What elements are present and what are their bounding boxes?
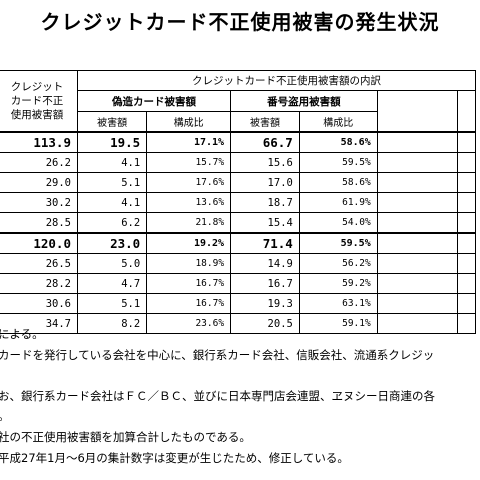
forged-amount-cell: 19.5 [76, 131, 148, 153]
forged-ratio-cell: 17.6% [146, 172, 232, 193]
total-cell: 26.5 [0, 253, 78, 274]
truncated-cell [456, 192, 477, 213]
truncated-cell [376, 232, 458, 254]
forged-amount-cell: 8.2 [76, 313, 148, 334]
stolen-ratio-cell: 58.6% [298, 172, 378, 193]
truncated-cell [456, 172, 477, 193]
total-cell: 28.2 [0, 273, 78, 294]
footnote-line: 社の不正使用被害額を加算合計したものである。 [0, 429, 251, 444]
total-cell: 30.2 [0, 192, 78, 213]
stolen-ratio-cell: 59.5% [298, 152, 378, 173]
forged-amount-cell: 5.1 [76, 172, 148, 193]
forged-ratio-cell: 19.2% [146, 232, 232, 254]
forged-amount-cell: 6.2 [76, 212, 148, 234]
stolen-amount-cell: 20.5 [230, 313, 300, 334]
stolen-ratio-cell: 59.5% [298, 232, 378, 254]
stolen-amount-cell: 16.7 [230, 273, 300, 294]
truncated-cell [376, 293, 458, 314]
header-row-2: 偽造カード被害額 番号盗用被害額 [0, 90, 477, 133]
stolen-amount-cell: 15.4 [230, 212, 300, 234]
footnote-line: カードを発行している会社を中心に、銀行系カード会社、信販会社、流通系クレジッ [0, 347, 435, 362]
truncated-cell [456, 131, 477, 153]
footnote-line: お、銀行系カード会社はＦＣ／ＢＣ、並びに日本専門店会連盟、ヱヌシー日商連の各 [0, 388, 435, 403]
forged-amount-cell: 4.1 [76, 192, 148, 213]
truncated-cell [376, 131, 458, 153]
total-damage-header: クレジット カード不正 使用被害額 [0, 70, 78, 133]
stolen-amount-cell: 14.9 [230, 253, 300, 274]
stolen-ratio-cell: 58.6% [298, 131, 378, 153]
truncated-cell [456, 293, 477, 314]
stolen-amount-cell: 71.4 [230, 232, 300, 254]
stolen-amount-cell: 15.6 [230, 152, 300, 173]
total-cell: 29.0 [0, 172, 78, 193]
stolen-ratio-cell: 56.2% [298, 253, 378, 274]
table-row: 29.0 5.1 17.6% 17.0 58.6% [0, 172, 477, 193]
forged-card-header: 偽造カード被害額 [76, 90, 232, 112]
forged-ratio-cell: 23.6% [146, 313, 232, 334]
stolen-ratio-cell: 59.2% [298, 273, 378, 294]
stolen-amount-header: 被害額 [230, 111, 300, 133]
footnote-line: 。 [0, 406, 480, 427]
total-cell: 26.2 [0, 152, 78, 173]
truncated-cell [456, 253, 477, 274]
truncated-header-2 [456, 90, 477, 133]
truncated-cell [376, 212, 458, 234]
forged-ratio-cell: 16.7% [146, 273, 232, 294]
forged-amount-cell: 4.1 [76, 152, 148, 173]
table-row: 30.2 4.1 13.6% 18.7 61.9% [0, 192, 477, 213]
truncated-cell [376, 152, 458, 173]
stolen-amount-cell: 19.3 [230, 293, 300, 314]
forged-amount-cell: 23.0 [76, 232, 148, 254]
footnote-line: 平成27年1月～6月の集計数字は変更が生じたため、修正している。 [0, 450, 349, 465]
breakdown-header: クレジットカード不正使用被害額の内訳 [76, 70, 477, 91]
table-row: 28.2 4.7 16.7% 16.7 59.2% [0, 273, 477, 294]
forged-ratio-cell: 16.7% [146, 293, 232, 314]
total-cell: 120.0 [0, 232, 78, 254]
truncated-cell [376, 273, 458, 294]
forged-ratio-header: 構成比 [146, 111, 232, 133]
total-cell: 113.9 [0, 131, 78, 153]
page-title: クレジットカード不正使用被害の発生状況 [40, 10, 440, 34]
header-row-1: クレジット カード不正 使用被害額 クレジットカード不正使用被害額の内訳 [0, 70, 477, 133]
fraud-damage-table: クレジット カード不正 使用被害額 クレジットカード不正使用被害額の内訳 偽造カ… [0, 70, 477, 334]
stolen-ratio-cell: 63.1% [298, 293, 378, 314]
stolen-amount-cell: 18.7 [230, 192, 300, 213]
stolen-ratio-cell: 61.9% [298, 192, 378, 213]
table-row: 26.5 5.0 18.9% 14.9 56.2% [0, 253, 477, 274]
truncated-cell [456, 152, 477, 173]
table-row: 34.7 8.2 23.6% 20.5 59.1% [0, 313, 477, 334]
footnote-line: による。 [0, 327, 44, 341]
truncated-cell [456, 273, 477, 294]
table-row: 26.2 4.1 15.7% 15.6 59.5% [0, 152, 477, 173]
truncated-cell [456, 232, 477, 254]
forged-amount-cell: 5.1 [76, 293, 148, 314]
table-row: 28.5 6.2 21.8% 15.4 54.0% [0, 212, 477, 234]
table-row-total: 120.0 23.0 19.2% 71.4 59.5% [0, 232, 477, 254]
truncated-cell [376, 192, 458, 213]
total-cell: 30.6 [0, 293, 78, 314]
total-cell: 28.5 [0, 212, 78, 234]
forged-amount-cell: 5.0 [76, 253, 148, 274]
stolen-ratio-header: 構成比 [298, 111, 378, 133]
forged-amount-header: 被害額 [76, 111, 148, 133]
stolen-amount-cell: 17.0 [230, 172, 300, 193]
truncated-cell [376, 253, 458, 274]
forged-ratio-cell: 21.8% [146, 212, 232, 234]
forged-ratio-cell: 18.9% [146, 253, 232, 274]
truncated-header [376, 90, 458, 133]
footnote-line [0, 365, 480, 386]
truncated-cell [376, 172, 458, 193]
stolen-amount-cell: 66.7 [230, 131, 300, 153]
forged-ratio-cell: 17.1% [146, 131, 232, 153]
footnotes: による。 カードを発行している会社を中心に、銀行系カード会社、信販会社、流通系ク… [0, 324, 480, 468]
forged-amount-cell: 4.7 [76, 273, 148, 294]
forged-ratio-cell: 13.6% [146, 192, 232, 213]
number-theft-header: 番号盗用被害額 [230, 90, 378, 112]
table-row-total: 113.9 19.5 17.1% 66.7 58.6% [0, 131, 477, 153]
forged-ratio-cell: 15.7% [146, 152, 232, 173]
truncated-cell [456, 313, 477, 334]
truncated-cell [456, 212, 477, 234]
table-row: 30.6 5.1 16.7% 19.3 63.1% [0, 293, 477, 314]
stolen-ratio-cell: 54.0% [298, 212, 378, 234]
